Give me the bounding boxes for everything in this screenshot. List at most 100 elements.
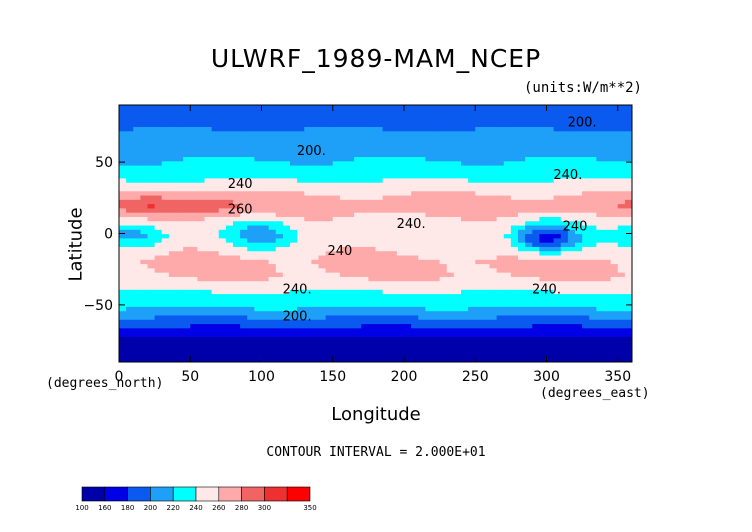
heatmap-cell	[176, 336, 184, 342]
heatmap-cell	[361, 186, 369, 192]
heatmap-cell	[425, 246, 434, 252]
heatmap-cell	[475, 160, 483, 166]
heatmap-cell	[218, 276, 227, 282]
heatmap-cell	[439, 130, 448, 136]
heatmap-cell	[453, 105, 462, 110]
heatmap-cell	[496, 194, 505, 200]
heatmap-cell	[233, 319, 241, 325]
heatmap-cell	[126, 276, 134, 282]
heatmap-cell	[183, 122, 191, 128]
heatmap-cell	[582, 319, 590, 325]
heatmap-cell	[183, 147, 191, 153]
heatmap-cell	[589, 182, 597, 187]
heatmap-cell	[168, 220, 177, 226]
heatmap-cell	[347, 117, 355, 123]
heatmap-cell	[304, 203, 312, 209]
heatmap-cell	[382, 164, 391, 170]
heatmap-cell	[432, 293, 441, 299]
heatmap-cell	[311, 289, 320, 295]
heatmap-cell	[147, 297, 156, 303]
heatmap-cell	[461, 160, 469, 166]
heatmap-cell	[582, 199, 590, 205]
heatmap-cell	[596, 246, 605, 252]
heatmap-cell	[126, 207, 134, 213]
heatmap-cell	[204, 199, 213, 205]
heatmap-cell	[482, 353, 491, 359]
heatmap-cell	[382, 357, 391, 362]
heatmap-cell	[404, 207, 412, 213]
heatmap-cell	[290, 353, 298, 359]
heatmap-cell	[133, 224, 141, 230]
heatmap-cell	[461, 314, 469, 320]
heatmap-cell	[339, 340, 348, 346]
colorbar-label: 100	[75, 504, 88, 512]
heatmap-cell	[617, 293, 626, 299]
heatmap-cell	[161, 284, 170, 290]
heatmap-cell	[268, 344, 277, 350]
heatmap-cell	[382, 284, 391, 290]
heatmap-cell	[396, 130, 405, 136]
heatmap-cell	[425, 199, 434, 205]
heatmap-cell	[204, 109, 213, 115]
heatmap-cell	[290, 246, 298, 252]
heatmap-cell	[432, 156, 441, 162]
heatmap-cell	[503, 310, 512, 316]
heatmap-cell	[325, 122, 334, 128]
heatmap-cell	[532, 186, 540, 192]
heatmap-cell	[567, 353, 576, 359]
heatmap-cell	[375, 284, 384, 290]
heatmap-cell	[589, 173, 597, 179]
heatmap-cell	[496, 293, 505, 299]
heatmap-cell	[525, 216, 533, 222]
heatmap-cell	[218, 306, 227, 312]
heatmap-cell	[553, 272, 562, 277]
heatmap-cell	[347, 242, 355, 247]
heatmap-cell	[183, 199, 191, 205]
heatmap-cell	[197, 160, 206, 166]
heatmap-cell	[325, 310, 334, 316]
heatmap-cell	[126, 259, 134, 265]
heatmap-cell	[347, 353, 355, 359]
heatmap-cell	[446, 357, 455, 362]
heatmap-cell	[567, 156, 576, 162]
heatmap-cell	[133, 216, 141, 222]
heatmap-cell	[354, 246, 362, 252]
heatmap-cell	[354, 237, 362, 243]
heatmap-cell	[225, 242, 234, 247]
heatmap-cell	[161, 237, 170, 243]
heatmap-cell	[332, 272, 341, 277]
heatmap-cell	[268, 194, 277, 200]
heatmap-cell	[297, 263, 305, 269]
heatmap-cell	[119, 349, 127, 355]
heatmap-cell	[197, 302, 206, 307]
heatmap-cell	[211, 203, 220, 209]
heatmap-cell	[382, 109, 391, 115]
heatmap-cell	[168, 130, 177, 136]
heatmap-cell	[240, 302, 248, 307]
heatmap-cell	[211, 220, 220, 226]
heatmap-cell	[119, 229, 127, 235]
heatmap-cell	[247, 186, 255, 192]
heatmap-cell	[489, 319, 498, 325]
heatmap-cell	[453, 332, 462, 337]
heatmap-cell	[275, 105, 284, 110]
heatmap-cell	[553, 302, 562, 307]
heatmap-cell	[404, 177, 412, 183]
heatmap-cell	[404, 212, 412, 217]
heatmap-cell	[282, 327, 291, 333]
heatmap-cell	[190, 190, 198, 196]
heatmap-cell	[461, 323, 469, 329]
heatmap-cell	[297, 152, 305, 157]
heatmap-cell	[411, 319, 419, 325]
heatmap-cell	[510, 203, 519, 209]
heatmap-cell	[461, 117, 469, 123]
heatmap-cell	[482, 233, 491, 239]
heatmap-cell	[610, 306, 619, 312]
heatmap-cell	[617, 233, 626, 239]
heatmap-cell	[596, 267, 605, 273]
heatmap-cell	[318, 199, 327, 205]
heatmap-cell	[532, 357, 540, 362]
heatmap-cell	[304, 117, 312, 123]
heatmap-cell	[233, 314, 241, 320]
heatmap-cell	[290, 289, 298, 295]
